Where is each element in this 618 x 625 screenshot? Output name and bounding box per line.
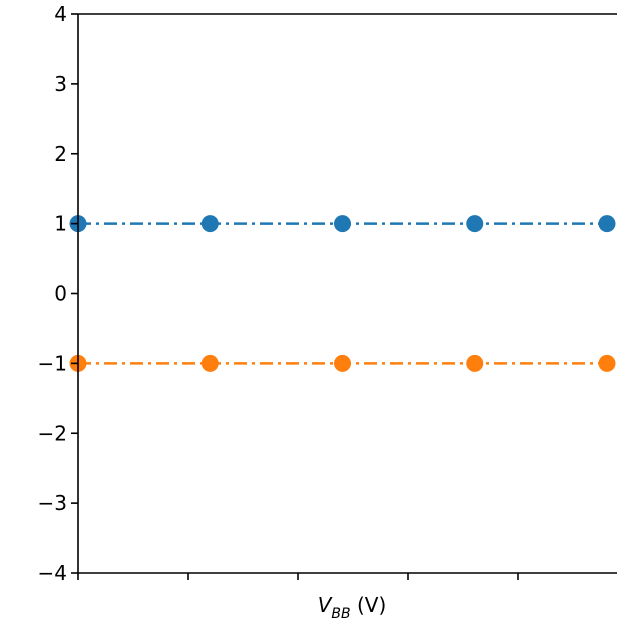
x-ticks — [77, 573, 519, 580]
y-tick-label: 3 — [54, 72, 67, 96]
y-ticks: 4 3 2 1 0 −1 −2 −3 −4 — [38, 2, 78, 585]
data-point — [466, 215, 484, 233]
y-tick-label: −2 — [38, 421, 67, 445]
data-point — [598, 354, 616, 372]
y-tick-label: −3 — [38, 491, 67, 515]
series-2 — [69, 354, 616, 372]
data-point — [201, 215, 219, 233]
axes-layer — [77, 13, 617, 574]
series-1 — [69, 215, 616, 233]
data-point — [598, 215, 616, 233]
y-tick-label: −4 — [38, 561, 67, 585]
y-tick-label: 1 — [54, 212, 67, 236]
series-layer — [69, 215, 616, 372]
data-point — [334, 354, 351, 372]
x-axis-label: VBB (V) — [318, 593, 387, 622]
data-point — [466, 354, 484, 372]
x-axis-label-subscript: BB — [331, 606, 350, 622]
data-point — [201, 354, 219, 372]
x-axis-label-main: V — [318, 593, 333, 617]
y-tick-label: −1 — [38, 351, 67, 375]
x-axis-label-unit: (V) — [351, 593, 387, 617]
y-tick-label: 4 — [54, 2, 67, 26]
y-tick-label: 2 — [54, 142, 67, 166]
data-point — [334, 215, 351, 233]
y-tick-label: 0 — [54, 282, 67, 306]
